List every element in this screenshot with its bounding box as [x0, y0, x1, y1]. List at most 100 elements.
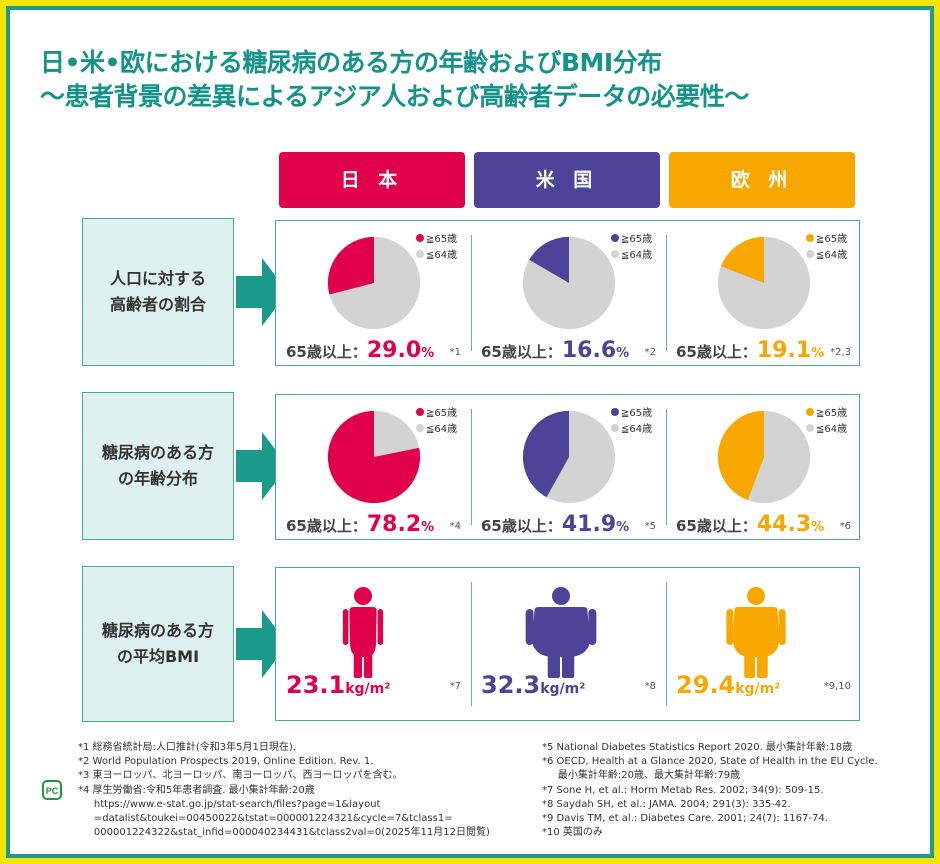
column-divider: [666, 582, 667, 706]
over65-value: 65歳以上：19.1%: [676, 338, 824, 363]
column-divider: [471, 235, 472, 351]
cell-europe: ≧65歳 ≦64歳 65歳以上：19.1% *2,3: [666, 221, 861, 365]
footnote-line: *1 総務省統計局:人口推計(令和3年5月1日現在).: [78, 742, 296, 753]
bmi-number: 32.3: [481, 671, 541, 699]
value-prefix: 65歳以上：: [286, 343, 367, 361]
value-prefix: 65歳以上：: [481, 343, 562, 361]
pie-legend: ≧65歳 ≦64歳: [416, 232, 457, 264]
pie-legend: ≧65歳 ≦64歳: [806, 232, 847, 264]
footnote-line: *7 Sone H, et al.: Horm Metab Res. 2002;…: [542, 784, 824, 796]
legend-dot-icon: [416, 234, 424, 242]
header-japan: 日 本: [279, 152, 465, 208]
legend-item-under64: ≦64歳: [416, 248, 457, 264]
person-figure-icon: [525, 587, 597, 678]
pie-chart: [522, 410, 616, 504]
pie-legend: ≧65歳 ≦64歳: [806, 406, 847, 438]
footnote-line: *5 National Diabetes Statistics Report 2…: [542, 742, 853, 753]
pie-legend: ≧65歳 ≦64歳: [611, 232, 652, 264]
legend-dot-icon: [611, 234, 619, 242]
value-prefix: 65歳以上：: [676, 343, 757, 361]
percent-sign: %: [616, 346, 630, 361]
legend-dot-icon: [611, 424, 619, 432]
panel-diabetes-age: ≧65歳 ≦64歳 65歳以上：78.2% *4 ≧65歳 ≦64歳 65歳以上：41.9%…: [275, 394, 860, 540]
legend-item-over65: ≧65歳: [611, 406, 652, 422]
header-usa: 米 国: [474, 152, 660, 208]
cell-usa: ≧65歳 ≦64歳 65歳以上：41.9% *5: [471, 395, 666, 539]
pie-slice-over65: [717, 410, 764, 501]
legend-label: ≧65歳: [426, 234, 458, 245]
pie-slice-over65: [522, 410, 569, 498]
footnote-line: 000001224322&stat_infid=000040234431&tcl…: [78, 827, 490, 839]
legend-dot-icon: [416, 408, 424, 416]
bmi-unit: kg/m²: [735, 681, 781, 697]
pie-chart: [717, 236, 811, 330]
legend-dot-icon: [611, 250, 619, 258]
footnote-ref: *2,3: [830, 347, 851, 358]
legend-dot-icon: [611, 408, 619, 416]
percent-value: 29.0: [366, 338, 422, 363]
value-prefix: 65歳以上：: [676, 517, 757, 535]
legend-dot-icon: [806, 408, 814, 416]
over65-value: 65歳以上：78.2%: [286, 512, 434, 537]
footnote-ref: *2: [644, 347, 656, 358]
footnote-ref: *8: [644, 681, 656, 692]
cell-usa: 32.3kg/m² *8: [471, 568, 666, 720]
legend-item-under64: ≦64歳: [611, 422, 652, 438]
legend-item-under64: ≦64歳: [611, 248, 652, 264]
footnote-ref: *4: [449, 521, 461, 532]
column-divider: [471, 409, 472, 525]
percent-value: 19.1: [756, 338, 812, 363]
legend-item-over65: ≧65歳: [416, 406, 457, 422]
footnote-line: =datalist&toukei=00450022&tstat=00000122…: [78, 813, 453, 825]
footnotes-left: *1 総務省統計局:人口推計(令和3年5月1日現在). *2 World Popu…: [78, 741, 490, 840]
legend-dot-icon: [806, 250, 814, 258]
percent-sign: %: [811, 520, 825, 535]
legend-dot-icon: [416, 424, 424, 432]
legend-label: ≦64歳: [426, 424, 458, 435]
pie-chart: [327, 410, 421, 504]
legend-label: ≧65歳: [621, 408, 653, 419]
row-label-diabetes-age: 糖尿病のある方 の年齢分布: [82, 392, 234, 540]
pie-slice-over65: [529, 236, 569, 283]
footnote-ref: *7: [449, 681, 461, 692]
logo-text: PC: [46, 786, 59, 796]
over65-value: 65歳以上：41.9%: [481, 512, 629, 537]
legend-dot-icon: [806, 424, 814, 432]
pc-logo-icon: PC: [42, 780, 62, 800]
pie-legend: ≧65歳 ≦64歳: [416, 406, 457, 438]
cell-europe: 29.4kg/m² *9,10: [666, 568, 861, 720]
bmi-unit: kg/m²: [345, 681, 391, 697]
percent-value: 41.9: [561, 512, 617, 537]
legend-label: ≦64歳: [816, 424, 848, 435]
footnote-line: *9 Davis TM, et al.: Diabetes Care. 2001…: [542, 813, 828, 825]
column-divider: [471, 582, 472, 706]
bmi-value: 23.1kg/m²: [286, 671, 390, 699]
cell-usa: ≧65歳 ≦64歳 65歳以上：16.6% *2: [471, 221, 666, 365]
footnote-line: *8 Saydah SH, et al.: JAMA. 2004; 291(3)…: [542, 798, 791, 810]
row-label-text: 人口に対する 高齢者の割合: [109, 269, 206, 314]
percent-value: 44.3: [756, 512, 812, 537]
column-divider: [666, 409, 667, 525]
legend-dot-icon: [416, 250, 424, 258]
pie-chart: [522, 236, 616, 330]
legend-label: ≧65歳: [816, 234, 848, 245]
legend-item-under64: ≦64歳: [806, 248, 847, 264]
footnote-ref: *6: [839, 521, 851, 532]
title-line-1: 日•米•欧における糖尿病のある方の年齢およびBMI分布: [40, 48, 662, 77]
figure-wrap: [711, 586, 801, 682]
cell-europe: ≧65歳 ≦64歳 65歳以上：44.3% *6: [666, 395, 861, 539]
row-label-population: 人口に対する 高齢者の割合: [82, 218, 234, 366]
row-label-bmi: 糖尿病のある方 の平均BMI: [82, 566, 234, 722]
over65-value: 65歳以上：44.3%: [676, 512, 824, 537]
legend-item-under64: ≦64歳: [416, 422, 457, 438]
pie-slice-over65: [327, 236, 374, 295]
bmi-value: 29.4kg/m²: [676, 671, 780, 699]
bmi-value: 32.3kg/m²: [481, 671, 585, 699]
legend-label: ≧65歳: [426, 408, 458, 419]
value-prefix: 65歳以上：: [481, 517, 562, 535]
footnote-line: *4 厚生労働省:令和5年患者調査. 最小集計年齢:20歳: [78, 784, 315, 796]
cell-japan: ≧65歳 ≦64歳 65歳以上：29.0% *1: [276, 221, 471, 365]
row-label-text: 糖尿病のある方 の平均BMI: [101, 621, 214, 666]
legend-label: ≧65歳: [816, 408, 848, 419]
